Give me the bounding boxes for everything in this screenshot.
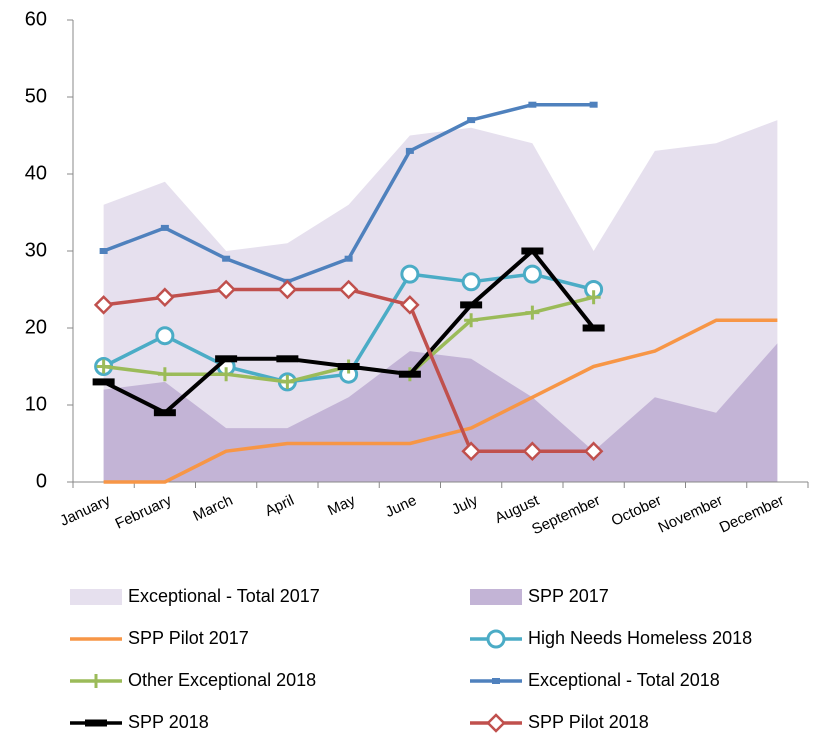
legend-label: Exceptional - Total 2018	[528, 670, 720, 690]
legend-swatch	[470, 589, 522, 605]
marker	[277, 279, 298, 300]
x-tick-label: September	[529, 492, 603, 538]
legend-label: High Needs Homeless 2018	[528, 628, 752, 648]
marker	[583, 441, 604, 461]
y-tick-label: 0	[36, 470, 47, 492]
marker	[400, 264, 420, 284]
marker	[521, 247, 544, 255]
marker	[93, 295, 114, 315]
x-tick-label: November	[656, 492, 726, 537]
legend-label: SPP Pilot 2018	[528, 712, 649, 732]
marker	[460, 301, 483, 309]
y-tick-label: 50	[25, 85, 47, 107]
marker	[467, 117, 476, 124]
legend-label: Other Exceptional 2018	[128, 670, 316, 690]
marker	[582, 324, 605, 332]
x-tick-label: December	[717, 492, 787, 537]
marker	[92, 378, 115, 386]
marker	[492, 678, 500, 684]
legend-label: SPP Pilot 2017	[128, 628, 249, 648]
marker	[215, 355, 238, 363]
marker	[222, 255, 231, 262]
marker	[280, 374, 295, 389]
marker	[89, 674, 103, 688]
marker	[486, 713, 506, 733]
marker	[486, 629, 506, 649]
marker	[338, 279, 359, 300]
marker	[99, 248, 108, 254]
marker	[586, 290, 601, 305]
marker	[461, 441, 481, 461]
marker	[337, 363, 360, 370]
marker	[157, 367, 172, 382]
marker	[400, 295, 420, 315]
marker	[461, 272, 481, 292]
y-tick-label: 60	[25, 8, 47, 30]
y-tick-label: 30	[25, 239, 47, 261]
marker	[85, 719, 107, 727]
x-tick-label: January	[57, 492, 113, 530]
marker	[155, 326, 175, 346]
y-tick-label: 10	[25, 393, 47, 415]
marker	[96, 359, 111, 374]
marker	[522, 264, 542, 284]
marker	[398, 370, 421, 378]
y-tick-label: 40	[25, 162, 47, 184]
marker	[344, 255, 353, 262]
x-tick-label: July	[449, 492, 481, 519]
legend-label: Exceptional - Total 2017	[128, 586, 320, 606]
marker	[219, 367, 234, 382]
marker	[216, 279, 236, 300]
marker	[464, 313, 479, 328]
legend-label: SPP 2017	[528, 586, 609, 606]
x-tick-label: April	[262, 492, 296, 520]
y-tick-label: 20	[25, 316, 47, 338]
marker	[522, 441, 543, 461]
marker	[525, 305, 540, 320]
area	[103, 343, 778, 482]
x-tick-label: March	[191, 492, 236, 525]
marker	[276, 355, 299, 363]
area	[103, 120, 778, 482]
marker	[405, 147, 414, 154]
x-tick-label: May	[325, 492, 358, 520]
line	[103, 318, 778, 484]
marker	[528, 101, 537, 108]
x-tick-label: June	[383, 492, 420, 521]
marker	[589, 101, 598, 108]
legend-swatch	[70, 589, 122, 605]
legend-label: SPP 2018	[128, 712, 209, 732]
marker	[155, 287, 175, 307]
marker	[160, 224, 169, 231]
x-tick-label: February	[113, 492, 175, 533]
marker	[153, 409, 176, 417]
